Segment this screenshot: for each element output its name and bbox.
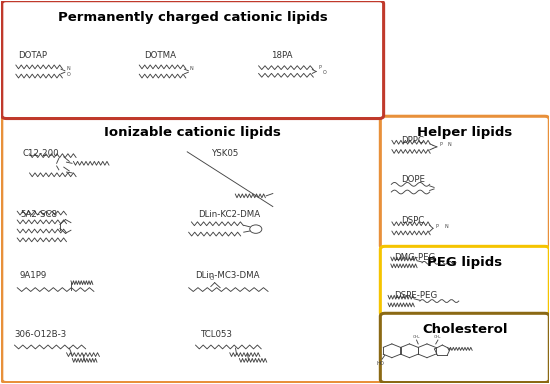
Text: N: N <box>444 224 448 229</box>
FancyBboxPatch shape <box>2 116 384 382</box>
Text: 5A2-SC8: 5A2-SC8 <box>20 210 57 219</box>
Text: Permanently charged cationic lipids: Permanently charged cationic lipids <box>58 11 328 24</box>
Text: DLin-KC2-DMA: DLin-KC2-DMA <box>198 210 260 219</box>
Text: C12-200: C12-200 <box>23 149 59 157</box>
Text: DOTAP: DOTAP <box>18 51 47 60</box>
Text: PEG lipids: PEG lipids <box>427 256 502 269</box>
Text: N: N <box>190 66 194 71</box>
Text: Helper lipids: Helper lipids <box>417 126 513 139</box>
Text: 9A1P9: 9A1P9 <box>20 271 47 280</box>
Text: DSPC: DSPC <box>401 215 425 225</box>
Text: CH₃: CH₃ <box>434 335 442 339</box>
Text: DMG-PEG: DMG-PEG <box>394 253 436 262</box>
Text: TCL053: TCL053 <box>201 330 233 339</box>
Text: Cholesterol: Cholesterol <box>422 323 508 336</box>
Text: CH₃: CH₃ <box>413 335 420 339</box>
Text: P: P <box>439 142 442 147</box>
Text: N: N <box>67 66 70 71</box>
FancyBboxPatch shape <box>381 246 549 316</box>
Text: DOTMA: DOTMA <box>145 51 177 60</box>
Text: DPPC: DPPC <box>401 136 424 145</box>
Text: N: N <box>448 142 452 147</box>
FancyBboxPatch shape <box>2 1 384 119</box>
FancyBboxPatch shape <box>381 313 549 382</box>
FancyBboxPatch shape <box>381 116 549 248</box>
Text: DLin-MC3-DMA: DLin-MC3-DMA <box>195 271 260 280</box>
Text: YSK05: YSK05 <box>212 149 239 157</box>
Text: HO: HO <box>377 361 385 366</box>
Text: P: P <box>436 224 439 229</box>
Text: Ionizable cationic lipids: Ionizable cationic lipids <box>104 126 281 139</box>
Text: O: O <box>322 70 326 75</box>
Text: O: O <box>210 276 214 281</box>
Text: O: O <box>67 72 70 77</box>
Text: P: P <box>318 65 321 70</box>
Text: 306-O12B-3: 306-O12B-3 <box>14 330 67 339</box>
Text: DOPE: DOPE <box>401 175 425 184</box>
Text: DSPE-PEG: DSPE-PEG <box>394 291 438 300</box>
Text: 18PA: 18PA <box>271 51 292 60</box>
